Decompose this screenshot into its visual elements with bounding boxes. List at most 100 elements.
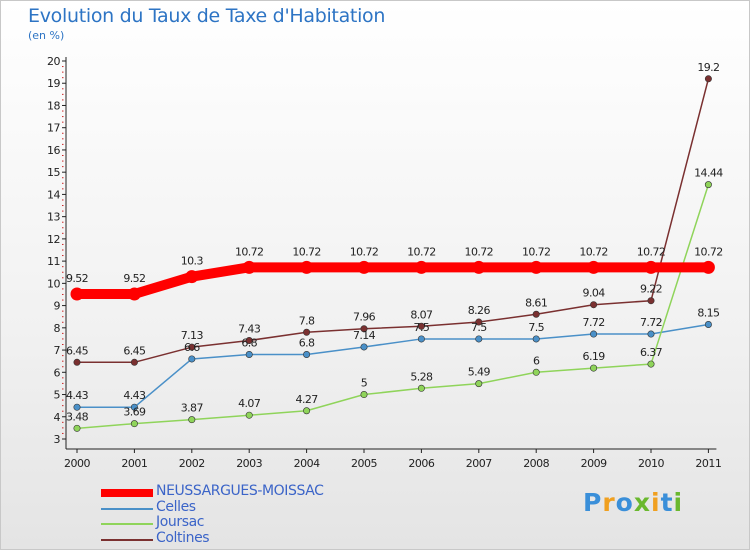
x-tick-label: 2004 <box>294 457 320 470</box>
data-label: 6.6 <box>184 341 200 354</box>
data-point <box>303 407 311 415</box>
data-label: 4.43 <box>123 389 146 402</box>
data-point <box>647 330 655 338</box>
data-label: 8.07 <box>410 308 433 321</box>
data-point <box>73 424 81 432</box>
data-label: 10.72 <box>522 245 551 258</box>
data-point <box>414 260 428 274</box>
data-label: 19.2 <box>697 61 719 74</box>
data-label: 7.5 <box>471 321 487 334</box>
data-point <box>701 260 715 274</box>
data-label: 10.72 <box>235 245 264 258</box>
data-label: 3.69 <box>123 406 146 419</box>
data-label: 6.45 <box>66 344 89 357</box>
data-point <box>590 301 598 309</box>
data-point <box>360 391 368 399</box>
data-point <box>704 181 712 189</box>
data-label: 10.72 <box>465 245 494 258</box>
data-point <box>360 343 368 351</box>
data-point <box>475 335 483 343</box>
legend-swatch <box>101 523 153 525</box>
y-tick-label: 16 <box>47 144 60 157</box>
y-tick-label: 14 <box>47 188 60 201</box>
data-label: 6.45 <box>123 344 146 357</box>
data-point <box>357 260 371 274</box>
legend-label: NEUSSARGUES-MOISSAC <box>156 483 324 499</box>
data-label: 3.48 <box>66 410 89 423</box>
data-point <box>188 343 196 351</box>
data-point <box>532 368 540 376</box>
series-line-0 <box>77 262 709 300</box>
data-point <box>303 351 311 359</box>
x-tick-label: 2003 <box>236 457 262 470</box>
legend-swatch <box>101 489 153 497</box>
data-label: 5 <box>361 377 368 390</box>
y-tick-label: 7 <box>54 344 61 357</box>
data-label: 7.14 <box>353 329 376 342</box>
data-label: 9.22 <box>640 283 662 296</box>
y-tick-label: 5 <box>54 389 61 402</box>
data-point <box>529 260 543 274</box>
y-tick-label: 4 <box>54 411 61 424</box>
y-tick-label: 20 <box>47 55 60 68</box>
data-point <box>130 403 138 411</box>
data-point <box>188 355 196 363</box>
data-label: 4.27 <box>296 393 319 406</box>
data-label: 10.72 <box>407 245 436 258</box>
data-label: 10.72 <box>637 245 666 258</box>
data-label: 6.19 <box>583 350 606 363</box>
y-tick-label: 11 <box>47 255 60 268</box>
data-label: 5.49 <box>468 366 491 379</box>
y-tick-label: 13 <box>47 211 60 224</box>
legend-label: Celles <box>156 498 196 515</box>
data-label: 10.72 <box>694 245 723 258</box>
y-tick-label: 15 <box>47 166 60 179</box>
data-point <box>647 360 655 368</box>
data-point <box>245 351 253 359</box>
data-label: 6.8 <box>241 337 257 350</box>
data-point <box>475 318 483 326</box>
data-label: 8.61 <box>525 296 547 309</box>
y-tick-label: 10 <box>47 277 60 290</box>
y-tick-label: 19 <box>47 77 60 90</box>
data-point <box>704 320 712 328</box>
data-label: 7.96 <box>353 311 376 324</box>
data-point <box>300 260 314 274</box>
y-axis-unit: (en %) <box>28 29 65 42</box>
data-label: 7.8 <box>299 314 315 327</box>
data-label: 10.72 <box>350 245 379 258</box>
data-label: 6 <box>533 354 540 367</box>
data-label: 5.28 <box>410 370 433 383</box>
x-tick-label: 2006 <box>408 457 434 470</box>
data-point <box>590 364 598 372</box>
legend-label: Joursac <box>156 514 205 530</box>
data-label: 8.26 <box>468 304 491 317</box>
data-point <box>303 328 311 336</box>
data-point <box>532 335 540 343</box>
x-tick-label: 2010 <box>638 457 664 470</box>
data-point <box>130 420 138 428</box>
data-label: 4.43 <box>66 389 89 402</box>
data-label: 9.52 <box>123 272 145 285</box>
data-label: 10.72 <box>579 245 608 258</box>
data-label: 10.72 <box>292 245 321 258</box>
data-point <box>185 270 199 284</box>
data-point <box>188 416 196 424</box>
data-label: 9.52 <box>66 272 88 285</box>
x-tick-label: 2007 <box>466 457 492 470</box>
data-point <box>587 260 601 274</box>
y-tick-label: 6 <box>54 366 61 379</box>
data-label: 7.5 <box>528 321 544 334</box>
data-label: 7.43 <box>238 322 261 335</box>
data-point <box>704 75 712 83</box>
data-label: 8.15 <box>697 306 720 319</box>
legend-label: Coltines <box>156 529 210 546</box>
data-point <box>70 287 84 301</box>
data-label: 9.04 <box>583 287 606 300</box>
data-point <box>417 335 425 343</box>
data-point <box>644 260 658 274</box>
y-tick-label: 18 <box>47 99 60 112</box>
y-tick-label: 3 <box>54 433 61 446</box>
